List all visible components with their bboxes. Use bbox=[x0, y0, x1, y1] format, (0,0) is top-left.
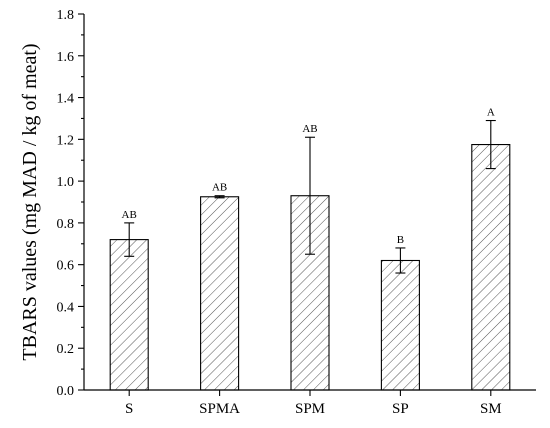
error-bar-spm bbox=[305, 136, 315, 255]
x-tick-label-spma: SPMA bbox=[199, 401, 240, 417]
x-tick-label-s: S bbox=[125, 401, 133, 417]
y-tick-label: 1.6 bbox=[57, 50, 75, 65]
y-tick-label: 0.0 bbox=[57, 384, 75, 399]
x-tick-label-spm: SPM bbox=[295, 401, 325, 417]
x-tick-label-sm: SM bbox=[480, 401, 502, 417]
error-bar-s bbox=[124, 222, 135, 257]
y-tick-label: 1.8 bbox=[57, 8, 75, 23]
bar-spma bbox=[200, 196, 240, 391]
y-tick-label: 0.4 bbox=[57, 300, 75, 315]
bar-s bbox=[109, 239, 149, 391]
error-bar-sm bbox=[485, 119, 496, 170]
y-tick-label: 1.4 bbox=[57, 92, 75, 107]
y-tick-label: 0.2 bbox=[57, 342, 75, 357]
error-bar-sp bbox=[395, 247, 406, 274]
annotation-spm: AB bbox=[302, 123, 317, 135]
error-bars-layer bbox=[124, 119, 496, 274]
annotations-layer: AB AB AB B A bbox=[122, 107, 495, 246]
annotation-spma: AB bbox=[212, 182, 227, 194]
bar-sm bbox=[471, 144, 511, 391]
y-tick-label: 1.2 bbox=[57, 133, 75, 148]
y-tick-label: 0.6 bbox=[57, 259, 75, 274]
y-tick-label: 1.0 bbox=[57, 175, 75, 190]
y-tick-label: 0.8 bbox=[57, 217, 75, 232]
bar-sp bbox=[380, 259, 420, 391]
y-axis-title: TBARS values (mg MAD / kg of meat) bbox=[19, 43, 41, 360]
annotation-s: AB bbox=[122, 209, 137, 221]
axes-layer: 0.0 0.2 0.4 0.6 0.8 1.0 1.2 1.4 1.6 1.8 S SPMA SPM SP… bbox=[57, 8, 536, 417]
x-tick-label-sp: SP bbox=[392, 401, 409, 417]
error-bar-spma bbox=[214, 195, 225, 199]
annotation-sp: B bbox=[397, 234, 404, 246]
annotation-sm: A bbox=[487, 107, 495, 119]
